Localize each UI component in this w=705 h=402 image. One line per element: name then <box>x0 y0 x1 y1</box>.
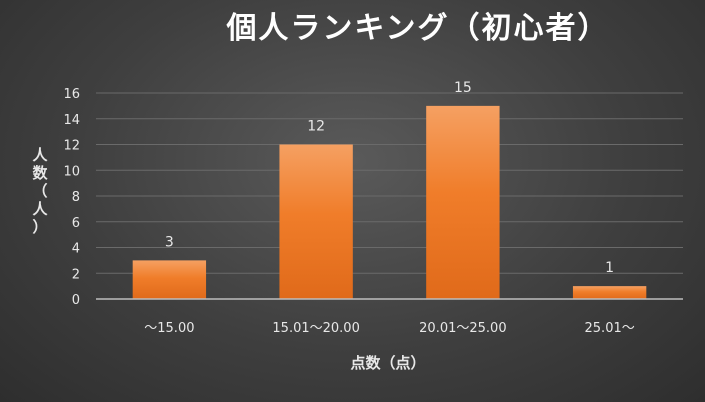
x-tick-label: 15.01～20.00 <box>272 321 359 336</box>
data-label: 1 <box>605 260 614 276</box>
x-axis-title: 点数（点） <box>350 354 425 372</box>
bar <box>426 105 500 299</box>
bar <box>279 144 353 299</box>
y-tick-label: 8 <box>72 190 80 205</box>
x-tick-label: ～15.00 <box>144 321 194 336</box>
y-tick-label: 14 <box>63 113 80 128</box>
chart-title: 個人ランキング（初心者） <box>225 11 609 46</box>
x-tick-label: 25.01～ <box>585 321 635 336</box>
x-tick-label: 20.01～25.00 <box>419 321 506 336</box>
y-tick-label: 0 <box>72 293 80 308</box>
y-tick-label: 16 <box>63 87 80 102</box>
y-tick-label: 6 <box>72 216 80 231</box>
bar <box>572 286 647 299</box>
y-tick-labels: 0 2 4 6 8 10 12 14 16 <box>63 87 80 308</box>
data-label: 12 <box>307 119 325 135</box>
y-tick-label: 2 <box>72 267 80 282</box>
y-tick-label: 12 <box>63 139 80 154</box>
y-tick-label: 4 <box>72 242 80 257</box>
y-tick-label: 10 <box>63 164 80 179</box>
y-axis-title: 人数（人） <box>32 146 48 236</box>
bar <box>132 260 207 299</box>
gridlines <box>96 92 683 274</box>
data-label: 15 <box>454 80 472 96</box>
data-labels: 3 12 15 1 <box>165 80 614 276</box>
x-tick-labels: ～15.00 15.01～20.00 20.01～25.00 25.01～ <box>144 321 634 336</box>
bars <box>132 105 647 299</box>
data-label: 3 <box>165 234 174 250</box>
